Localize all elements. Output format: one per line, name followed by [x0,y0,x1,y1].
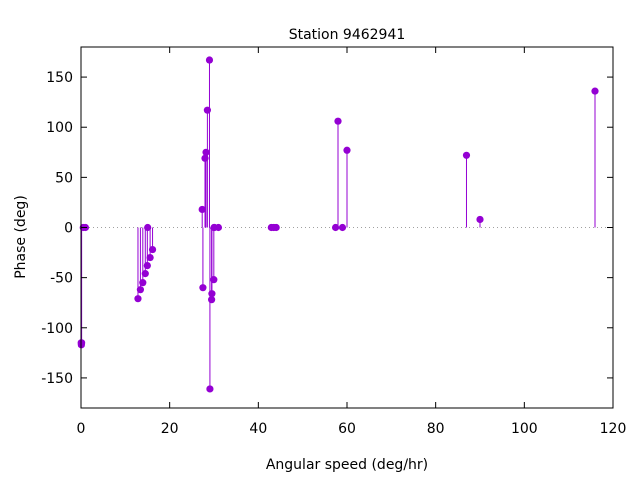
x-tick-label: 60 [338,421,356,437]
y-tick-label: 100 [46,120,73,136]
y-axis: -150 -100 -50 0 50 100 150 [41,70,613,387]
data-point [203,106,211,114]
data-point [148,245,157,254]
data-point [143,262,151,270]
data-point [208,296,216,304]
x-tick-label: 20 [161,421,179,437]
data-point [144,223,152,232]
data-point [78,339,86,347]
x-tick-label: 40 [249,421,267,437]
data-point [476,215,484,224]
data-point [208,290,216,298]
data-point [136,286,145,294]
x-tick-label: 120 [600,421,627,437]
y-tick-label: -100 [41,321,73,337]
y-tick-label: 50 [55,170,73,186]
data-point [139,279,147,287]
y-tick-label: -50 [50,271,73,287]
data-point [214,223,223,232]
x-axis: 0 20 40 60 80 100 120 [77,47,627,437]
data-point [462,151,471,159]
data-point [331,223,340,232]
x-tick-label: 100 [511,421,538,437]
data-point [146,253,154,262]
data-point [198,205,206,214]
x-tick-label: 80 [427,421,445,437]
data-point [591,87,599,95]
data-point [141,270,149,278]
point-layer [77,56,599,393]
y-tick-label: -150 [41,371,73,387]
x-axis-label: Angular speed (deg/hr) [266,457,428,473]
x-tick-label: 0 [77,421,86,437]
y-tick-label: 150 [46,70,73,86]
chart-title: Station 9462941 [289,27,406,43]
data-point [343,146,351,154]
data-point [199,284,207,292]
data-point [201,154,209,162]
data-point [210,276,218,284]
y-axis-label: Phase (deg) [13,195,29,279]
data-point [334,117,342,125]
data-point [205,56,214,64]
impulse-layer [80,60,596,389]
data-point [206,385,214,393]
y-tick-label: 0 [64,221,73,237]
data-point [338,223,347,232]
data-point [202,148,210,156]
data-point [134,295,142,303]
data-point [272,223,280,232]
